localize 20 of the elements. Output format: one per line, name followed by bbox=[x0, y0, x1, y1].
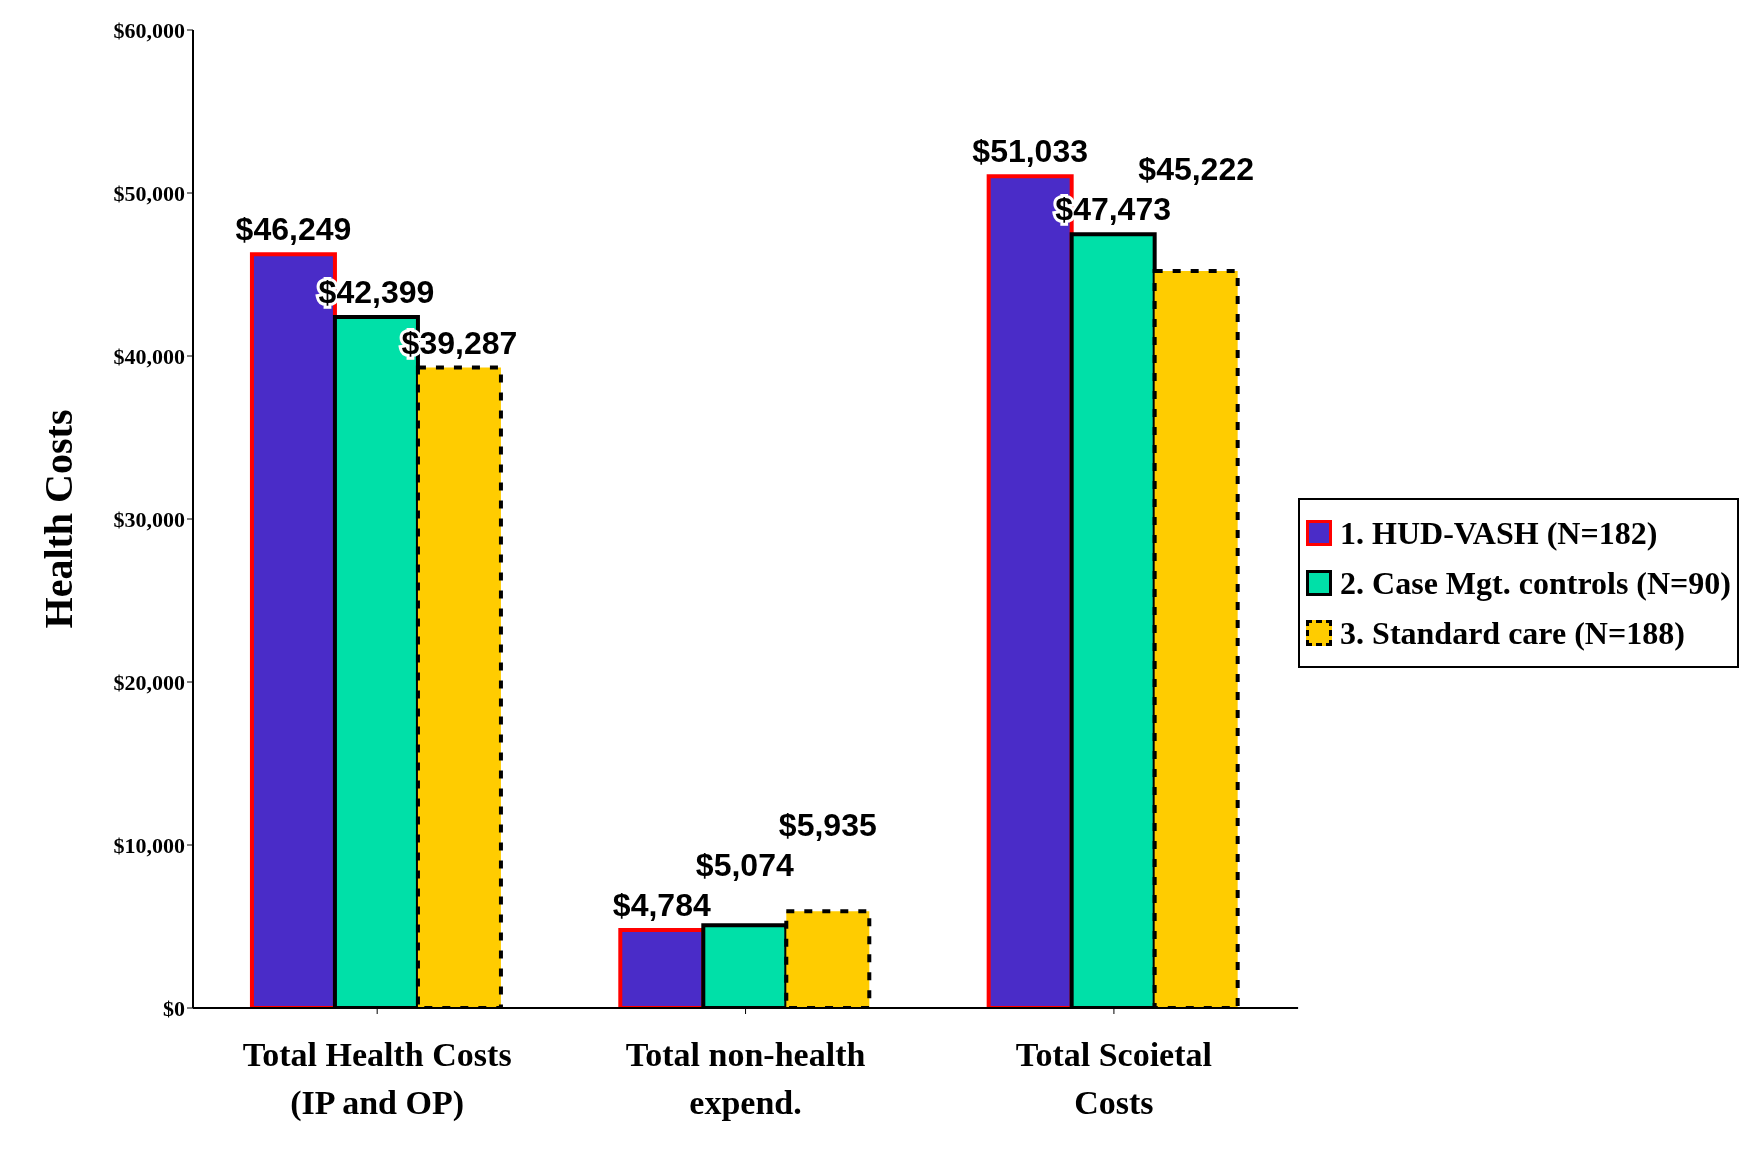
y-tick-label: $50,000 bbox=[113, 180, 185, 206]
y-tick-label: $60,000 bbox=[113, 17, 185, 43]
data-label: $51,033 bbox=[972, 133, 1088, 170]
data-label: $4,784 bbox=[612, 887, 711, 924]
x-tick-label: Total Health Costs (IP and OP) bbox=[242, 1036, 512, 1122]
y-axis-title: Health Costs bbox=[36, 409, 82, 629]
data-label: $45,222 bbox=[1138, 151, 1254, 188]
x-tick-label: Total Scoietal Costs bbox=[1015, 1036, 1212, 1121]
legend-label: 2. Case Mgt. controls (N=90) bbox=[1340, 564, 1731, 602]
data-label: $46,249 bbox=[235, 211, 352, 248]
x-tick-label: Total non-health expend. bbox=[625, 1036, 866, 1121]
data-label: $5,935 bbox=[778, 807, 877, 844]
data-label: $5,074 bbox=[695, 847, 794, 884]
y-tick-label: $40,000 bbox=[113, 343, 185, 369]
y-tick-label: $30,000 bbox=[113, 506, 185, 532]
legend-label: 3. Standard care (N=188) bbox=[1340, 614, 1685, 652]
y-tick-label: $10,000 bbox=[113, 832, 185, 858]
y-tick-label: $20,000 bbox=[113, 669, 185, 695]
legend-label: 1. HUD-VASH (N=182) bbox=[1340, 514, 1658, 552]
y-tick-label: $0 bbox=[163, 995, 185, 1021]
